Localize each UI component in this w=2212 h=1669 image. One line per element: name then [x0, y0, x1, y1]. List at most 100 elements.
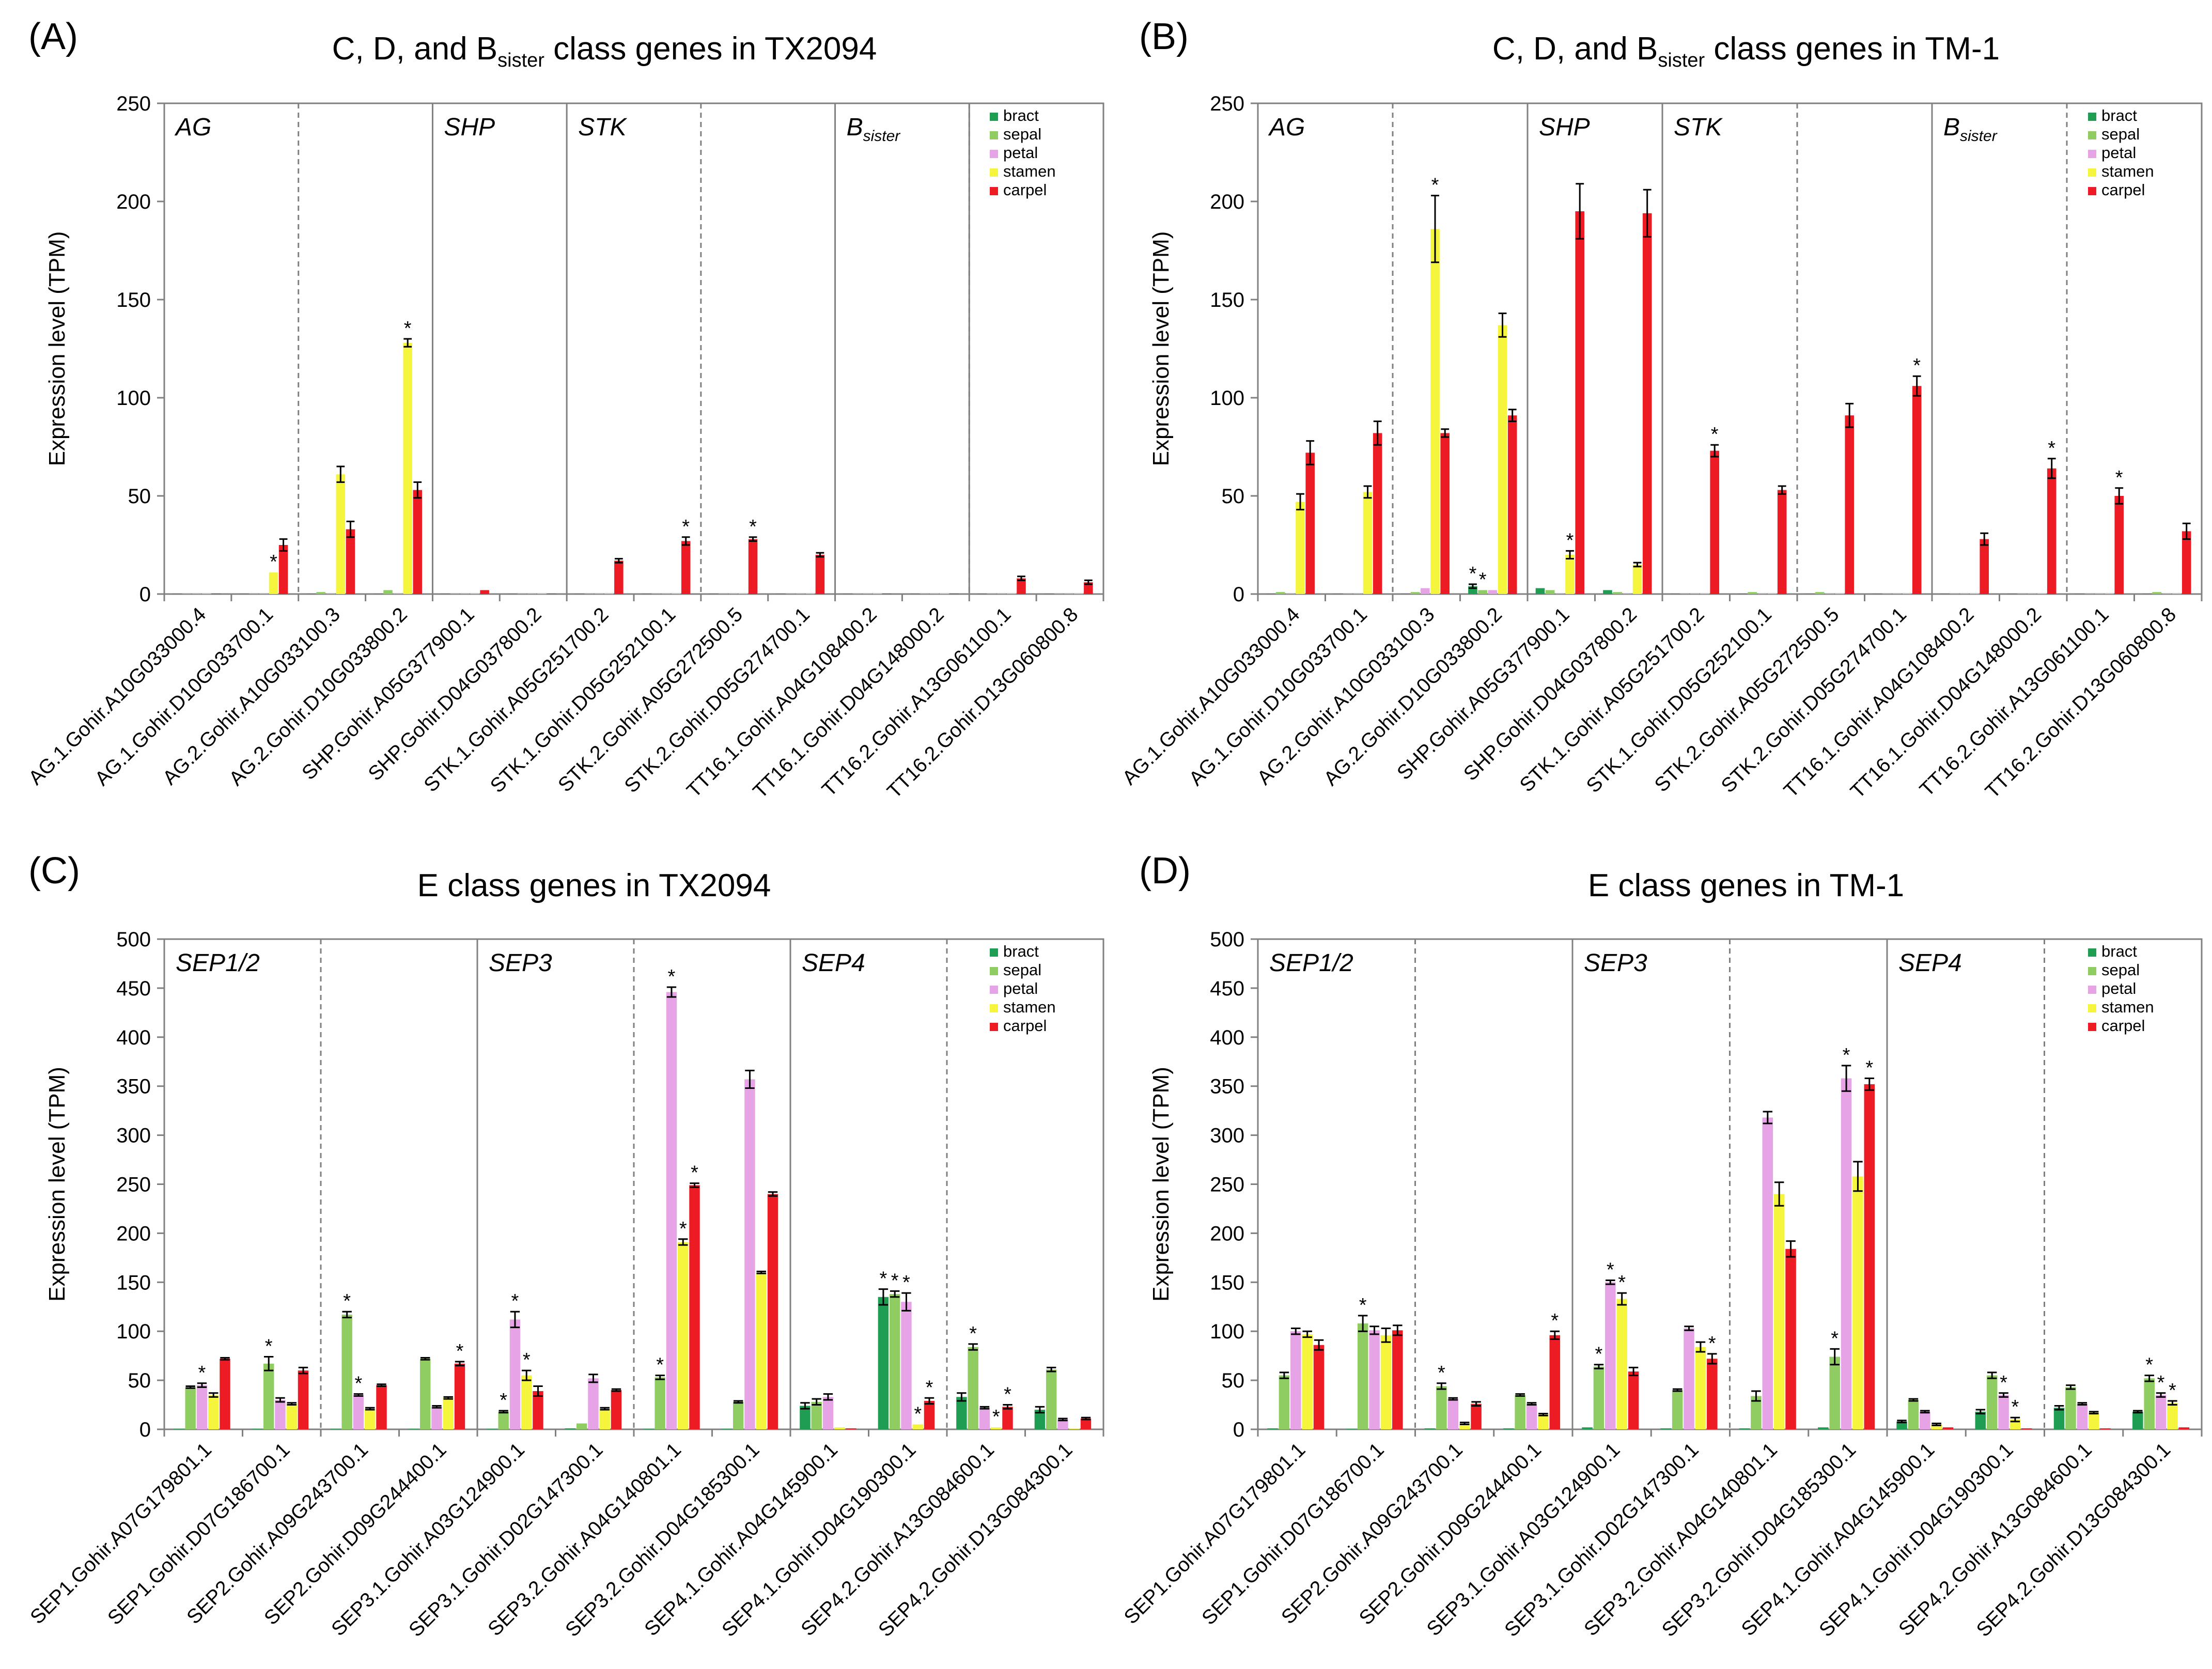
chart-panel-d: (D) E class genes in TM-1 0 50 100 150 200 250 3…	[1120, 850, 2203, 1641]
bar-carpel	[2021, 1428, 2032, 1429]
bar-carpel	[1980, 539, 1989, 594]
y-tick-label: 100	[116, 1320, 151, 1343]
bar-petal	[1841, 1078, 1852, 1429]
bar-bract	[1503, 1428, 1514, 1429]
legend-swatch-sepal	[990, 131, 998, 139]
y-tick-label: 200	[1210, 191, 1244, 213]
bar-carpel	[614, 560, 624, 594]
bar-petal	[275, 1400, 286, 1429]
group-label: SEP3	[489, 949, 552, 977]
significance-star: *	[1711, 424, 1719, 445]
panel-label: (B)	[1139, 16, 1189, 57]
legend-swatch-carpel	[990, 187, 998, 195]
bar-carpel	[1642, 213, 1652, 594]
significance-star: *	[456, 1340, 464, 1362]
significance-star: *	[891, 1270, 899, 1291]
legend-swatch-carpel	[2088, 187, 2096, 195]
legend-swatch-sepal	[990, 967, 998, 975]
y-tick-label: 100	[1210, 1320, 1244, 1343]
bar-carpel	[1084, 582, 1093, 594]
group-label: AG	[1268, 114, 1305, 141]
y-tick-label: 0	[139, 583, 151, 606]
legend-label-petal: petal	[1003, 979, 1038, 997]
bar-sepal	[968, 1347, 978, 1429]
legend-swatch-petal	[990, 150, 998, 158]
bar-stamen	[1296, 502, 1305, 594]
significance-star: *	[1004, 1384, 1011, 1406]
legend-swatch-carpel	[990, 1023, 998, 1031]
bar-sepal	[1986, 1375, 1998, 1429]
bar-carpel	[1002, 1407, 1013, 1429]
bar-stamen	[1430, 229, 1440, 594]
group-label: SEP1/2	[1269, 949, 1353, 977]
bar-stamen	[912, 1424, 923, 1429]
bar-sepal	[263, 1363, 274, 1429]
significance-star: *	[1438, 1362, 1445, 1384]
bar-stamen	[756, 1272, 767, 1429]
plot-frame	[1257, 102, 2203, 595]
y-tick-label: 500	[116, 928, 151, 951]
bar-sepal	[655, 1377, 665, 1429]
bar-carpel	[846, 1428, 856, 1429]
legend-label-stamen: stamen	[1003, 998, 1056, 1016]
y-tick-label: 250	[1210, 1174, 1244, 1196]
bar-carpel	[1864, 1084, 1875, 1429]
bar-petal	[979, 1408, 990, 1429]
bar-stamen	[1695, 1347, 1706, 1429]
bar-carpel	[376, 1385, 387, 1429]
bar-sepal	[1815, 592, 1825, 594]
bar-petal	[2155, 1395, 2167, 1429]
significance-star: *	[1551, 1310, 1559, 1332]
bar-carpel	[924, 1400, 935, 1429]
legend-label-petal: petal	[2101, 979, 2136, 997]
significance-star: *	[749, 516, 757, 538]
legend-label-stamen: stamen	[2101, 998, 2154, 1016]
bar-petal	[822, 1397, 834, 1429]
panel-label: (C)	[28, 850, 80, 892]
bar-sepal	[1275, 592, 1285, 594]
bar-sepal	[1046, 1369, 1057, 1429]
significance-star: *	[679, 1218, 687, 1240]
bar-carpel	[689, 1185, 700, 1429]
bar-sepal	[316, 592, 325, 594]
y-tick-label: 150	[116, 1271, 151, 1294]
significance-star: *	[343, 1290, 351, 1312]
bar-stamen	[1632, 565, 1642, 594]
bar-petal	[1605, 1282, 1616, 1429]
bar-carpel	[2114, 496, 2124, 594]
bar-stamen	[1538, 1414, 1549, 1429]
bar-stamen	[1363, 492, 1373, 594]
bar-bract	[565, 1428, 576, 1429]
significance-star: *	[1595, 1344, 1603, 1365]
y-tick-label: 400	[116, 1026, 151, 1049]
significance-star: *	[1359, 1294, 1367, 1316]
bar-bract	[1034, 1410, 1046, 1429]
bar-carpel	[1305, 453, 1315, 594]
significance-star: *	[523, 1349, 531, 1371]
bar-bract	[1582, 1427, 1593, 1429]
bar-carpel	[298, 1370, 309, 1429]
chart-panel-b: (B) C, D, and Bsister class genes in TM-1…	[1118, 16, 2203, 803]
bar-stamen	[1565, 555, 1575, 594]
bar-carpel	[1313, 1345, 1325, 1429]
group-label: SEP3	[1584, 949, 1647, 977]
y-tick-label: 150	[116, 289, 151, 311]
plot-frame	[163, 102, 1104, 595]
legend-label-sepal: sepal	[2101, 125, 2140, 143]
bar-carpel	[1912, 386, 1922, 594]
bar-carpel	[1777, 490, 1787, 594]
legend-swatch-petal	[990, 986, 998, 994]
bar-sepal	[2144, 1378, 2155, 1429]
bar-bract	[1424, 1428, 1436, 1429]
bar-carpel	[1942, 1427, 1954, 1429]
bar-petal	[431, 1407, 442, 1429]
bar-stamen	[286, 1403, 297, 1429]
bar-petal	[901, 1302, 912, 1429]
significance-star: *	[265, 1336, 273, 1358]
legend-swatch-stamen	[990, 1004, 998, 1012]
significance-star: *	[926, 1377, 933, 1398]
significance-star: *	[914, 1403, 922, 1425]
significance-star: *	[404, 318, 412, 339]
bar-sepal	[1279, 1375, 1290, 1429]
